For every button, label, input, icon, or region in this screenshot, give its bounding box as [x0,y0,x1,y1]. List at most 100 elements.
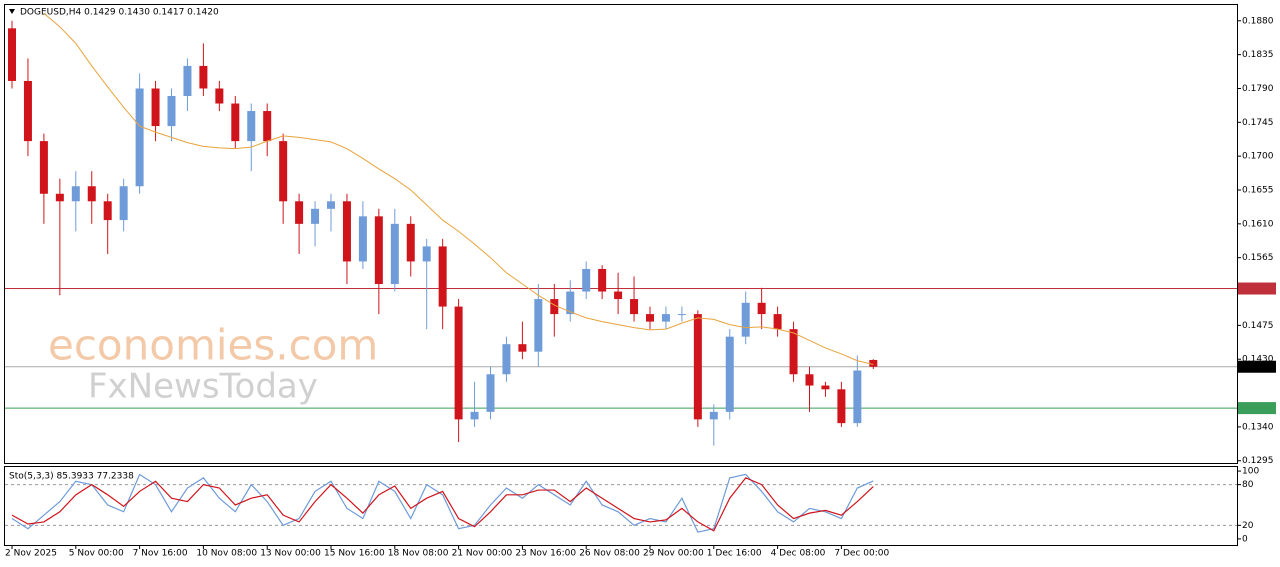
candle-body [630,299,639,315]
level-label: 0.1420 [1241,362,1273,372]
sub-frame [4,466,1238,546]
candle-body [789,329,798,375]
y-tick-label: 0.1610 [1242,219,1274,229]
y-tick-label: 0.1475 [1242,321,1274,331]
candle-body [390,223,399,285]
candle-body [486,374,495,412]
candle-body [295,201,304,224]
stochastic-line [11,473,874,533]
x-tick-label: 4 Dec 08:00 [771,549,826,559]
candle-body [215,88,224,104]
x-tick-label: 2 Nov 2025 [5,549,57,559]
candle-body [837,389,846,424]
candle-body [39,141,48,194]
candle-body [438,246,447,307]
level-label-bg [1238,402,1276,415]
y-tick-label: 0.1655 [1242,186,1274,196]
candle-body [869,359,878,367]
candle-body [231,103,240,142]
candle-body [677,314,686,316]
y-tick-label: 0 [1242,534,1248,544]
candle-body [327,201,335,209]
candle-body [805,374,814,386]
candle-body [598,268,607,292]
y-tick-label: 0.1565 [1242,253,1274,263]
candle-body [199,65,208,89]
candle-body [8,28,16,81]
candle-body [773,314,782,330]
menu-arrow [9,9,15,14]
y-tick-label: 0.1790 [1242,84,1274,94]
stochastic-line [11,477,874,532]
candle-body [342,201,351,262]
x-tick-label: 10 Nov 08:00 [196,549,257,559]
candle-body [135,88,144,187]
candle-body [534,299,543,352]
candle-body [741,302,750,337]
candle-body [151,88,160,127]
y-tick-label: 0.1340 [1242,422,1274,432]
candle-body [279,141,288,202]
candle-body [406,223,415,262]
candle-body [167,95,176,127]
candle-body [55,193,64,202]
candle-body [374,216,383,285]
level-label-bg [1238,360,1276,373]
candle-body [853,370,862,424]
candle-body [183,65,192,96]
candle-body [23,80,32,142]
candle-body [87,186,96,202]
candle-body [661,314,670,322]
candle-body [422,246,431,262]
moving-average [43,12,874,365]
y-tick-label: 0.1835 [1242,50,1274,60]
candle-body [693,314,702,420]
x-tick-label: 29 Nov 00:00 [643,549,704,559]
candle-body [821,385,830,390]
candle-body [582,268,591,292]
candle-body [358,216,367,262]
x-tick-label: 1 Dec 16:00 [707,549,762,559]
candle-body [725,336,734,412]
x-tick-label: 23 Nov 16:00 [515,549,576,559]
y-tick-label: 0.1700 [1242,152,1274,162]
candle-body [263,111,272,142]
y-tick-label: 80 [1242,480,1254,490]
x-tick-label: 26 Nov 08:00 [579,549,640,559]
indicator-title: Sto(5,3,3) 85.3933 77.2338 [9,472,134,482]
candle-body [311,208,320,224]
x-tick-label: 5 Nov 00:00 [69,549,124,559]
main-frame [4,4,1238,464]
x-tick-label: 7 Nov 16:00 [133,549,188,559]
candle-body [757,302,766,315]
candle-body [454,306,463,420]
candle-body [646,314,654,322]
candle-body [470,411,479,420]
candle-body [566,291,575,315]
x-tick-label: 13 Nov 00:00 [260,549,321,559]
level-label-bg [1238,282,1276,295]
x-tick-label: 18 Nov 08:00 [388,549,449,559]
candle-body [119,186,128,221]
candle-body [247,111,256,142]
candle-body [502,344,511,375]
x-tick-label: 21 Nov 00:00 [452,549,513,559]
y-tick-label: 0.1430 [1242,355,1274,365]
watermark: FxNewsToday [88,367,318,407]
y-tick-label: 0.1880 [1242,16,1274,26]
chart-title: DOGEUSD,H4 0.1429 0.1430 0.1417 0.1420 [20,8,219,18]
candle-body [518,344,527,352]
x-tick-label: 15 Nov 16:00 [324,549,385,559]
y-tick-label: 0.1295 [1242,456,1274,466]
x-tick-label: 7 Dec 00:00 [834,549,889,559]
y-tick-label: 20 [1242,521,1254,531]
candle-body [614,291,623,300]
candle-body [103,201,112,221]
y-tick-label: 100 [1242,467,1259,477]
candle-body [71,186,80,202]
candle-body [709,411,718,420]
watermark: economies.com [48,321,378,370]
y-tick-label: 0.1745 [1242,118,1274,128]
candle-body [550,299,559,315]
